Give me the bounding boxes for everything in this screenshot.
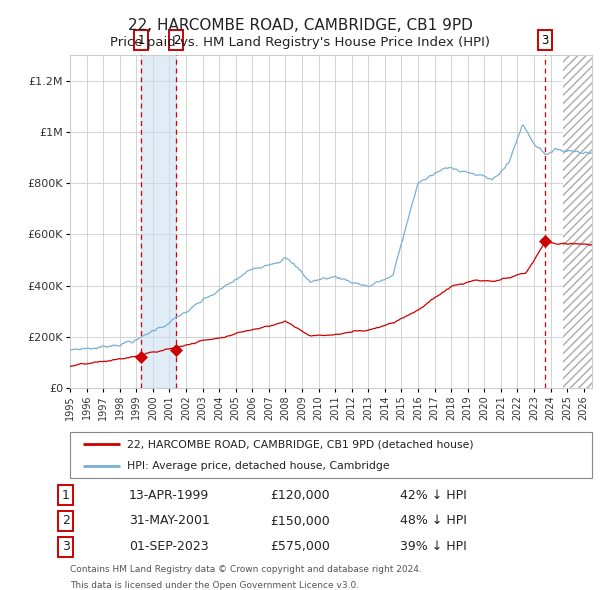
Text: £120,000: £120,000 xyxy=(270,489,330,502)
Text: 2: 2 xyxy=(173,34,180,47)
Text: 1: 1 xyxy=(137,34,145,47)
Text: 31-MAY-2001: 31-MAY-2001 xyxy=(129,514,210,527)
Bar xyxy=(141,55,176,388)
Text: HPI: Average price, detached house, Cambridge: HPI: Average price, detached house, Camb… xyxy=(127,461,390,471)
Text: 22, HARCOMBE ROAD, CAMBRIDGE, CB1 9PD: 22, HARCOMBE ROAD, CAMBRIDGE, CB1 9PD xyxy=(128,18,472,33)
Text: This data is licensed under the Open Government Licence v3.0.: This data is licensed under the Open Gov… xyxy=(70,581,359,590)
Text: 42% ↓ HPI: 42% ↓ HPI xyxy=(400,489,467,502)
Text: £150,000: £150,000 xyxy=(270,514,330,527)
Text: 48% ↓ HPI: 48% ↓ HPI xyxy=(400,514,467,527)
Text: 3: 3 xyxy=(541,34,549,47)
FancyBboxPatch shape xyxy=(70,432,592,478)
Text: Contains HM Land Registry data © Crown copyright and database right 2024.: Contains HM Land Registry data © Crown c… xyxy=(70,565,422,574)
Text: 2: 2 xyxy=(62,514,70,527)
Text: 13-APR-1999: 13-APR-1999 xyxy=(129,489,209,502)
Text: Price paid vs. HM Land Registry's House Price Index (HPI): Price paid vs. HM Land Registry's House … xyxy=(110,36,490,49)
Text: 3: 3 xyxy=(62,540,70,553)
Text: 39% ↓ HPI: 39% ↓ HPI xyxy=(400,540,467,553)
Text: 1: 1 xyxy=(62,489,70,502)
Text: £575,000: £575,000 xyxy=(270,540,330,553)
Bar xyxy=(563,55,592,388)
Text: 01-SEP-2023: 01-SEP-2023 xyxy=(129,540,209,553)
Text: 22, HARCOMBE ROAD, CAMBRIDGE, CB1 9PD (detached house): 22, HARCOMBE ROAD, CAMBRIDGE, CB1 9PD (d… xyxy=(127,440,474,450)
